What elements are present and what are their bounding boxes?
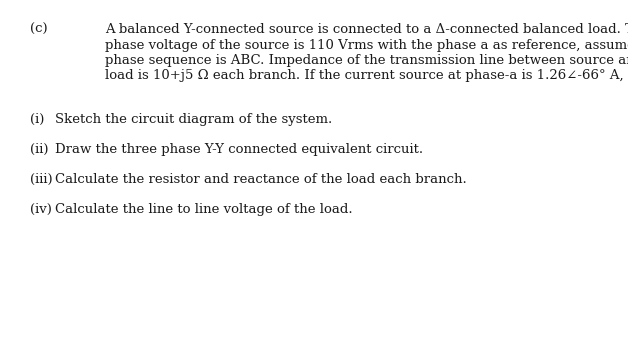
Text: load is 10+j5 Ω each branch. If the current source at phase-a is 1.26∠-66° A,: load is 10+j5 Ω each branch. If the curr… (105, 70, 624, 82)
Text: phase voltage of the source is 110 Vrms with the phase a as reference, assume th: phase voltage of the source is 110 Vrms … (105, 39, 628, 52)
Text: (c): (c) (30, 23, 48, 36)
Text: Calculate the line to line voltage of the load.: Calculate the line to line voltage of th… (55, 203, 353, 216)
Text: Sketch the circuit diagram of the system.: Sketch the circuit diagram of the system… (55, 113, 332, 126)
Text: Calculate the resistor and reactance of the load each branch.: Calculate the resistor and reactance of … (55, 173, 467, 186)
Text: A balanced Y-connected source is connected to a Δ-connected balanced load. The: A balanced Y-connected source is connect… (105, 23, 628, 36)
Text: (iv): (iv) (30, 203, 52, 216)
Text: phase sequence is ABC. Impedance of the transmission line between source and: phase sequence is ABC. Impedance of the … (105, 54, 628, 67)
Text: (i): (i) (30, 113, 45, 126)
Text: Draw the three phase Y-Y connected equivalent circuit.: Draw the three phase Y-Y connected equiv… (55, 143, 423, 156)
Text: (ii): (ii) (30, 143, 48, 156)
Text: (iii): (iii) (30, 173, 53, 186)
